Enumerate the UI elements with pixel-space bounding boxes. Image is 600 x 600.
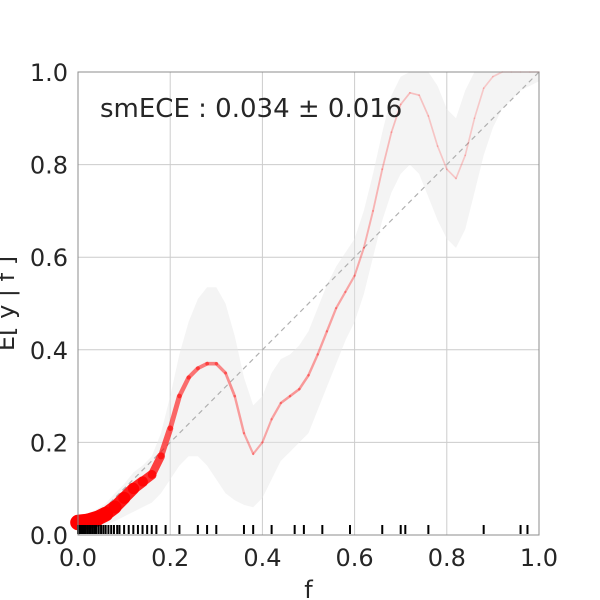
curve-segment <box>177 375 191 399</box>
y-tick-label: 0.8 <box>30 152 68 180</box>
curve-segment <box>482 75 494 90</box>
x-tick-label: 0.4 <box>243 544 281 572</box>
x-tick-labels: 0.0 0.2 0.4 0.6 0.8 1.0 <box>59 544 558 572</box>
curve-segment <box>147 452 165 479</box>
curve-segment <box>492 71 503 78</box>
curve-segment <box>307 353 319 377</box>
curve-segment <box>195 361 210 371</box>
curve-segment <box>372 168 384 212</box>
grid-lines <box>78 72 539 535</box>
curve-segment <box>464 117 476 157</box>
curve-segment <box>325 306 338 333</box>
curve-segment <box>316 330 329 356</box>
y-tick-label: 0.2 <box>30 429 68 457</box>
x-tick-label: 0.0 <box>59 544 97 572</box>
curve-segment <box>186 366 200 380</box>
x-tick-label: 0.8 <box>428 544 466 572</box>
curve-segment <box>298 374 310 391</box>
curve-segment <box>335 290 347 310</box>
curve-segment <box>270 401 282 421</box>
x-axis-label: f <box>304 576 313 600</box>
curve-segment <box>362 209 375 249</box>
curve-segment <box>445 168 457 180</box>
x-tick-label: 0.6 <box>336 544 374 572</box>
x-tick-label: 0.2 <box>151 544 189 572</box>
curve-segment <box>167 393 182 432</box>
curve-segment <box>409 91 420 97</box>
curve-segment <box>399 91 411 106</box>
curve-segment <box>233 394 246 435</box>
curve-segment <box>436 145 448 171</box>
smece-annotation: smECE : 0.034 ± 0.016 <box>100 94 402 124</box>
plot-frame <box>77 71 540 536</box>
rug-plot <box>77 525 529 534</box>
curve-segment <box>344 274 356 293</box>
y-tick-label: 0.4 <box>30 337 68 365</box>
curve-segment <box>252 441 264 456</box>
curve-segment <box>224 371 237 398</box>
curve-segment <box>261 418 273 444</box>
y-tick-label: 0.6 <box>30 244 68 272</box>
y-tick-label: 0.0 <box>30 522 68 550</box>
curve-segment <box>455 154 467 180</box>
curve-segment <box>390 103 402 134</box>
curve-segment <box>353 246 365 277</box>
y-tick-labels: 0.0 0.2 0.4 0.6 0.8 1.0 <box>30 59 68 550</box>
x-tick-label: 1.0 <box>520 544 558 572</box>
confidence-band <box>78 72 539 531</box>
curve-segment <box>473 87 485 120</box>
curve-segment <box>418 94 430 117</box>
y-tick-label: 1.0 <box>30 59 68 87</box>
curve-segment <box>214 362 228 375</box>
curve-segment <box>427 115 439 147</box>
curve-segment <box>288 387 301 398</box>
calibration-curve <box>70 71 540 531</box>
y-axis-label: E[ y | f ] <box>0 256 20 351</box>
curve-segment <box>279 394 292 405</box>
curve-segment <box>242 432 255 456</box>
curve-segment <box>157 425 174 460</box>
curve-segment <box>381 131 393 171</box>
perfect-calibration-line <box>77 71 540 536</box>
